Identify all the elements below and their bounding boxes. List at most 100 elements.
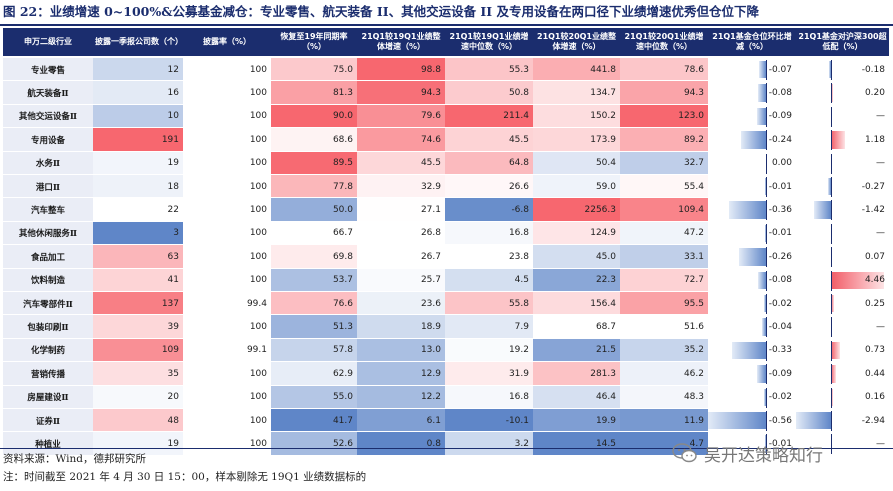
cell-m19: 19.2: [445, 338, 533, 363]
bar-cell-ow: 0.44: [796, 362, 889, 385]
cell-m20: 123.0: [620, 104, 708, 129]
bar-cell-chg: -0.02: [708, 292, 796, 315]
industry-name: 房屋建设Ⅱ: [3, 385, 93, 409]
cell-g19: 79.6: [357, 104, 445, 129]
cell-g20: 150.2: [533, 104, 620, 129]
zero-axis: [766, 364, 767, 385]
bar-cell-chg: 0.00: [708, 152, 796, 175]
bar-cell-chg: -0.09: [708, 105, 796, 128]
bar-ow: [831, 341, 840, 360]
header-count: 披露一季报公司数（个）: [95, 37, 183, 46]
cell-g19: 23.6: [357, 292, 445, 316]
cell-recover: 52.6: [271, 432, 357, 456]
cell-g20: 50.4: [533, 151, 620, 175]
header-industry: 申万二级行业: [24, 37, 72, 46]
cell-g20: 46.4: [533, 385, 620, 409]
table-row: 其他交运设备Ⅱ 10 100 90.0 79.6 211.4 150.2 123.0 -0.09…: [3, 104, 889, 129]
zero-axis: [766, 153, 767, 174]
zero-axis: [766, 223, 767, 244]
bar-label-ow: 0.44: [864, 368, 885, 379]
cell-count: 63: [93, 245, 183, 269]
cell-m20: 78.6: [620, 58, 708, 82]
cell-rate: 99.1: [183, 338, 271, 363]
title-rule: [0, 24, 893, 26]
cell-rate: 100: [183, 362, 271, 386]
bar-chg: [739, 248, 766, 266]
bottom-rule: [0, 448, 893, 449]
bar-ow: [814, 201, 831, 219]
table-row: 食品加工 63 100 69.8 26.7 23.8 45.0 33.1 -0.26 0.07: [3, 245, 889, 269]
zero-axis: [766, 60, 767, 80]
cell-m19: -6.8: [445, 198, 533, 222]
bar-cell-ow: 0.73: [796, 339, 889, 362]
cell-count: 22: [93, 198, 183, 222]
bar-cell-ow: -0.18: [796, 58, 889, 81]
bar-label-chg: -0.02: [768, 298, 792, 309]
cell-rate: 100: [183, 409, 271, 433]
source-note: 资料来源：Wind，德邦研究所: [3, 453, 146, 465]
cell-count: 39: [93, 315, 183, 339]
cell-g19: 27.1: [357, 198, 445, 222]
bar-cell-ow: 0.20: [796, 81, 889, 104]
cell-g19: 26.7: [357, 245, 445, 269]
bar-cell-ow: —: [796, 152, 889, 175]
industry-name: 港口Ⅱ: [3, 175, 93, 199]
industry-name: 航天装备Ⅱ: [3, 81, 93, 105]
table-row: 水务Ⅱ 19 100 89.5 45.5 64.8 50.4 32.7 0.00 —: [3, 151, 889, 175]
row-separator: [3, 314, 889, 316]
cell-g19: 98.8: [357, 58, 445, 82]
cell-m19: 7.9: [445, 315, 533, 339]
cell-count: 19: [93, 432, 183, 456]
cell-rate: 100: [183, 104, 271, 129]
bar-label-ow: -0.27: [861, 181, 885, 192]
bar-label-chg: -0.07: [768, 64, 792, 75]
industry-name: 专用设备: [3, 128, 93, 152]
cell-g20: 14.5: [533, 432, 620, 456]
bar-chg: [758, 61, 766, 79]
header-m20: 21Q1较20Q1业绩增速中位数（%）: [624, 32, 704, 51]
cell-rate: 100: [183, 128, 271, 152]
bar-cell-chg: -0.08: [708, 81, 796, 104]
bar-cell-ow: —: [796, 222, 889, 245]
cell-m20: 4.7: [620, 432, 708, 456]
industry-name: 化学制药: [3, 338, 93, 363]
cell-g20: 156.4: [533, 292, 620, 316]
bar-chg: [741, 131, 766, 149]
bar-cell-chg: -0.26: [708, 245, 796, 268]
cell-m19: -10.1: [445, 409, 533, 433]
zero-axis: [766, 270, 767, 291]
bar-cell-ow: -1.42: [796, 198, 889, 221]
cell-recover: 66.7: [271, 221, 357, 246]
cell-m19: 16.8: [445, 221, 533, 246]
footnote: 注：时间截至 2021 年 4 月 30 日 15：00，样本剔除无 19Q1 …: [3, 471, 367, 483]
cell-m20: 11.9: [620, 409, 708, 433]
bar-chg: [708, 412, 766, 430]
bar-chg: [763, 388, 766, 406]
cell-rate: 100: [183, 198, 271, 222]
bar-chg: [757, 84, 766, 102]
cell-rate: 100: [183, 81, 271, 105]
bar-chg: [756, 107, 766, 126]
bar-label-chg: -0.56: [768, 415, 792, 426]
industry-name: 饮料制造: [3, 268, 93, 292]
cell-g20: 22.3: [533, 268, 620, 292]
zero-axis: [831, 177, 832, 197]
bar-cell-ow: —: [796, 105, 889, 128]
cell-count: 41: [93, 268, 183, 292]
bar-chg: [728, 201, 766, 219]
bar-cell-ow: 4.46: [796, 269, 889, 292]
row-separator: [3, 244, 889, 246]
bar-chg: [764, 178, 766, 196]
cell-m20: 46.2: [620, 362, 708, 386]
cell-count: 12: [93, 58, 183, 82]
cell-rate: 99.4: [183, 292, 271, 316]
cell-recover: 68.6: [271, 128, 357, 152]
zero-axis: [766, 411, 767, 431]
cell-g20: 68.7: [533, 315, 620, 339]
cell-recover: 41.7: [271, 409, 357, 433]
zero-axis: [831, 223, 832, 244]
table-header: 申万二级行业 披露一季报公司数（个） 披露率（%） 恢复至19年同期率（%） 2…: [3, 28, 889, 56]
cell-g19: 13.0: [357, 338, 445, 363]
row-separator: [3, 127, 889, 129]
industry-table: 申万二级行业 披露一季报公司数（个） 披露率（%） 恢复至19年同期率（%） 2…: [3, 28, 889, 456]
